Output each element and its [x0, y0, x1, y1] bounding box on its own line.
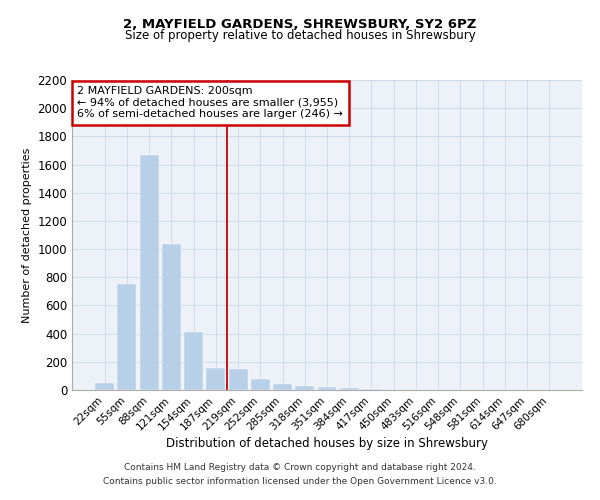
Bar [162, 244, 181, 390]
Text: 2, MAYFIELD GARDENS, SHREWSBURY, SY2 6PZ: 2, MAYFIELD GARDENS, SHREWSBURY, SY2 6PZ [124, 18, 476, 30]
Y-axis label: Number of detached properties: Number of detached properties [22, 148, 32, 322]
Bar [251, 378, 270, 390]
Bar [340, 388, 359, 390]
Bar [118, 284, 136, 390]
Bar [229, 369, 248, 390]
Text: Contains HM Land Registry data © Crown copyright and database right 2024.: Contains HM Land Registry data © Crown c… [124, 464, 476, 472]
Text: Size of property relative to detached houses in Shrewsbury: Size of property relative to detached ho… [125, 29, 475, 42]
Bar [317, 387, 337, 390]
Text: 2 MAYFIELD GARDENS: 200sqm
← 94% of detached houses are smaller (3,955)
6% of se: 2 MAYFIELD GARDENS: 200sqm ← 94% of deta… [77, 86, 343, 120]
Bar [206, 368, 225, 390]
Bar [95, 383, 114, 390]
Bar [184, 332, 203, 390]
Bar [273, 384, 292, 390]
X-axis label: Distribution of detached houses by size in Shrewsbury: Distribution of detached houses by size … [166, 438, 488, 450]
Bar [295, 386, 314, 390]
Bar [140, 154, 158, 390]
Text: Contains public sector information licensed under the Open Government Licence v3: Contains public sector information licen… [103, 477, 497, 486]
